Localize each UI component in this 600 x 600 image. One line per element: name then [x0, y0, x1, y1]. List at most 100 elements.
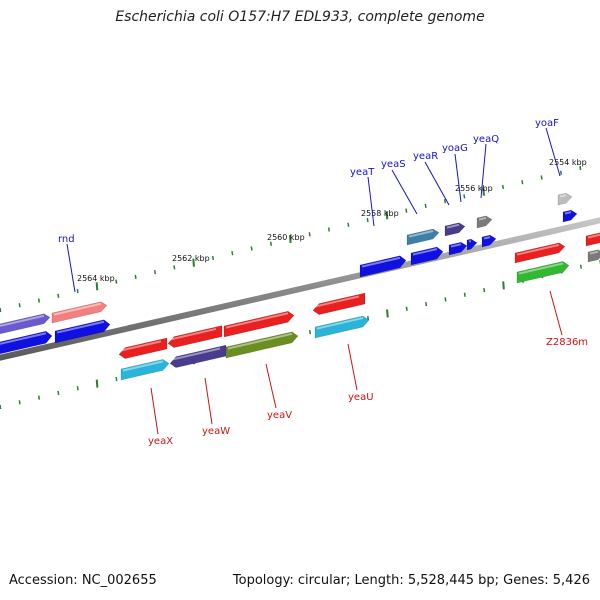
scale-tick	[95, 379, 99, 388]
gene-arrow-highlight	[171, 347, 221, 361]
gene-arrow-highlight	[316, 316, 364, 330]
genome-title: Escherichia coli O157:H7 EDL933, complet…	[115, 9, 485, 25]
scale-tick	[153, 270, 157, 275]
gene-arrow-highlight	[412, 248, 438, 256]
gene-arrow	[312, 292, 366, 315]
scale-tick	[134, 274, 137, 279]
gene-arrow-highlight	[53, 302, 102, 316]
scale-tick	[211, 255, 215, 261]
scale-tick	[57, 390, 60, 396]
gene-arrow	[54, 319, 111, 344]
leader-yoaF	[545, 127, 561, 177]
scale-tick	[37, 395, 41, 400]
gene-arrow	[481, 234, 497, 248]
scale-tick	[405, 208, 408, 213]
gene-arrow-highlight	[408, 230, 434, 238]
gene-arrow	[0, 330, 53, 355]
scale-tick	[18, 303, 21, 308]
gene-arrow	[225, 331, 299, 359]
gene-arrow-highlight	[0, 314, 45, 327]
gene-arrow	[0, 313, 51, 335]
scale-tick	[269, 241, 273, 246]
scale-tick	[521, 180, 524, 185]
scale-tick	[559, 170, 563, 175]
gene-arrow-highlight	[446, 223, 460, 229]
gene-arrow	[562, 209, 578, 223]
scale-tick	[0, 307, 2, 313]
leader-yeaU	[347, 343, 358, 391]
scale-tick	[76, 386, 79, 391]
gene-arrow	[444, 222, 466, 237]
scale-tick	[463, 194, 466, 199]
scale-tick	[231, 251, 234, 256]
gene-track	[0, 192, 600, 381]
gene-arrow-highlight	[225, 312, 289, 329]
gene-arrow-highlight	[450, 243, 462, 248]
scale-tick	[347, 222, 350, 227]
gene-arrow	[359, 255, 407, 278]
gene-label-yeaW: yeaW	[202, 426, 230, 437]
scale-label-2556: 2556 kbp	[455, 184, 493, 193]
scale-tick	[327, 227, 331, 232]
gene-arrow	[406, 228, 440, 246]
gene-label-yoaF: yoaF	[535, 118, 559, 129]
scale-tick	[95, 282, 99, 291]
scale-tick	[483, 287, 486, 293]
scale-tick	[502, 281, 505, 290]
gene-label-yeaV: yeaV	[267, 410, 292, 421]
scale-tick	[405, 306, 408, 311]
gene-arrow-highlight	[483, 236, 491, 240]
gene-arrow-highlight	[589, 250, 599, 255]
gene-arrow	[587, 249, 600, 263]
scale-tick	[482, 187, 485, 196]
scale-tick	[37, 298, 41, 303]
scale-label-2560: 2560 kbp	[267, 233, 305, 242]
scale-tick	[0, 404, 2, 410]
top-gene-labels: rnd yeaT yeaS yeaR yoaG yeaQ yoaF	[58, 118, 559, 245]
gene-arrow	[314, 315, 370, 339]
scale-tick	[76, 288, 79, 294]
gene-arrow	[514, 242, 566, 264]
scale-tick	[540, 175, 543, 180]
bottom-label-leaders	[150, 290, 563, 435]
gene-arrow-highlight	[564, 211, 572, 215]
gene-arrow	[51, 301, 108, 324]
leader-Z2836m	[549, 290, 563, 336]
gene-label-rnd: rnd	[58, 234, 75, 245]
bottom-gene-labels: yeaX yeaW yeaV yeaU Z2836m	[148, 337, 588, 447]
leader-yeaW	[204, 377, 213, 425]
gene-label-yoaG: yoaG	[442, 143, 468, 154]
scale-tick	[367, 316, 370, 321]
scale-label-2564: 2564 kbp	[77, 274, 115, 283]
scale-tick	[463, 292, 466, 297]
gene-arrow	[557, 192, 573, 206]
gene-arrow-highlight	[120, 340, 162, 352]
scale-tick	[308, 232, 311, 237]
gene-arrow	[410, 246, 444, 266]
gene-arrow	[448, 241, 468, 256]
scale-tick	[57, 293, 60, 298]
gene-arrow	[169, 344, 227, 368]
gene-label-yeaR: yeaR	[413, 151, 438, 162]
leader-yeaV	[265, 363, 277, 409]
gene-arrow	[118, 337, 168, 359]
gene-arrow	[223, 311, 295, 338]
gene-arrow-highlight	[0, 332, 47, 345]
gene-arrow-highlight	[361, 256, 401, 268]
gene-arrow-highlight	[559, 194, 567, 198]
gene-label-yeaU: yeaU	[348, 392, 374, 403]
leader-yeaQ	[480, 143, 487, 199]
gene-arrow	[516, 261, 570, 284]
gene-label-yeaQ: yeaQ	[473, 134, 499, 145]
scale-tick	[385, 211, 389, 220]
scale-labels: 2564 kbp 2562 kbp 2560 kbp 2558 kbp 2556…	[77, 158, 587, 283]
accession-text: Accession: NC_002655	[9, 573, 157, 588]
scale-tick	[115, 279, 118, 284]
scale-tick	[115, 376, 118, 382]
gene-arrow-highlight	[518, 262, 564, 275]
gene-arrow	[476, 215, 493, 229]
gene-arrow-highlight	[169, 327, 217, 341]
gene-arrow	[167, 325, 223, 348]
gene-label-yeaT: yeaT	[350, 167, 375, 178]
